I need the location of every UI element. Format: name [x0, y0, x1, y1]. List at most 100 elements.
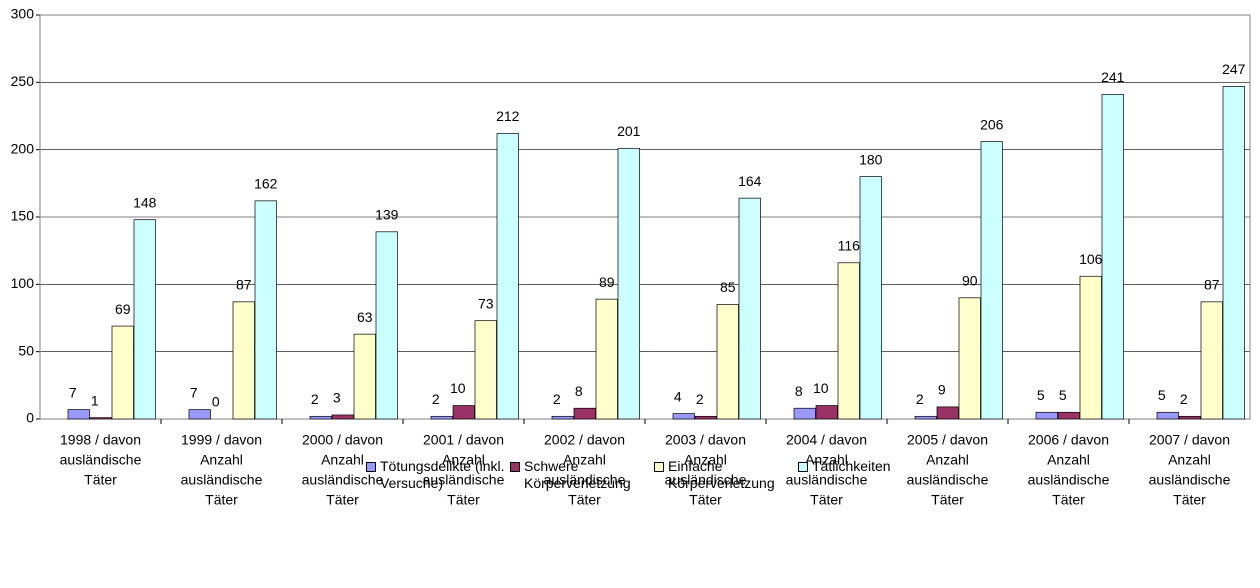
- x-tick-label: Täter: [568, 492, 601, 508]
- x-tick-label: ausländische: [1149, 472, 1231, 488]
- bar: [1156, 411, 1179, 420]
- legend-swatch: [798, 462, 808, 472]
- data-label: 5: [1059, 387, 1067, 403]
- bar: [738, 197, 761, 420]
- data-label: 8: [575, 383, 583, 399]
- x-tick-label: Anzahl: [200, 452, 243, 468]
- y-tick-label: 250: [11, 73, 35, 89]
- bar: [914, 415, 937, 420]
- bar: [617, 147, 640, 420]
- data-label: 4: [674, 388, 682, 404]
- legend-item: Tätlichkeiten: [798, 458, 942, 492]
- data-label: 106: [1079, 251, 1103, 267]
- x-tick-label: 2001 / davon: [423, 432, 504, 448]
- data-label: 2: [916, 391, 924, 407]
- bar: [694, 415, 717, 420]
- legend-item: Einfache Körperverletzung: [654, 458, 798, 492]
- bar: [1035, 411, 1058, 420]
- x-tick-label: 2004 / davon: [786, 432, 867, 448]
- legend-label: Einfache Körperverletzung: [668, 458, 775, 491]
- x-tick-label: 2007 / davon: [1149, 432, 1230, 448]
- x-tick-label: 2002 / davon: [544, 432, 625, 448]
- x-tick-label: 2005 / davon: [907, 432, 988, 448]
- data-label: 148: [133, 194, 157, 210]
- bar: [111, 325, 134, 420]
- x-tick-label: Anzahl: [563, 452, 606, 468]
- bar: [936, 406, 959, 420]
- data-label: 89: [599, 274, 615, 290]
- x-tick-label: Anzahl: [321, 452, 364, 468]
- bar: [496, 133, 519, 420]
- x-tick-label: 2000 / davon: [302, 432, 383, 448]
- x-tick-label: ausländische: [786, 472, 868, 488]
- bar: [67, 409, 90, 420]
- x-tick-label: ausländische: [1028, 472, 1110, 488]
- bar: [1200, 301, 1223, 420]
- data-label: 206: [980, 116, 1004, 132]
- x-tick-label: ausländische: [181, 472, 263, 488]
- legend-swatch: [510, 462, 520, 472]
- legend-item: Schwere Körperverletzung: [510, 458, 654, 492]
- bar: [793, 407, 816, 420]
- data-label: 63: [357, 309, 373, 325]
- y-tick-label: 300: [11, 6, 35, 22]
- legend-label: Tätlichkeiten: [812, 458, 891, 474]
- data-label: 139: [375, 207, 399, 223]
- data-label: 85: [720, 279, 736, 295]
- bar: [980, 141, 1003, 420]
- data-label: 10: [450, 380, 466, 396]
- data-label: 241: [1101, 69, 1125, 85]
- bar: [1057, 411, 1080, 420]
- x-tick-label: Täter: [205, 492, 238, 508]
- data-label: 2: [696, 391, 704, 407]
- data-label: 116: [838, 237, 861, 253]
- bar: [331, 414, 354, 420]
- bar: [1101, 94, 1124, 420]
- x-tick-label: Täter: [447, 492, 480, 508]
- bar: [573, 407, 596, 420]
- bar: [595, 298, 618, 420]
- data-label: 87: [1204, 277, 1220, 293]
- bar: [815, 405, 838, 420]
- bar: [859, 176, 882, 420]
- data-label: 90: [962, 273, 978, 289]
- data-label: 180: [859, 151, 883, 167]
- y-tick-label: 200: [11, 140, 35, 156]
- x-tick-label: Täter: [84, 472, 117, 488]
- bar: [958, 297, 981, 420]
- data-label: 2: [553, 391, 561, 407]
- bar: [551, 415, 574, 420]
- x-tick-label: Anzahl: [926, 452, 969, 468]
- bar: [309, 415, 332, 420]
- bar: [133, 219, 156, 420]
- x-tick-label: Anzahl: [805, 452, 848, 468]
- bar: [375, 231, 398, 420]
- data-label: 8: [795, 383, 803, 399]
- bar: [232, 301, 255, 420]
- data-label: 0: [212, 394, 220, 410]
- x-tick-label: 1998 / davon: [60, 432, 141, 448]
- legend-item: Tötungsdelikte (inkl. Versuche): [366, 458, 510, 492]
- bar: [837, 262, 860, 420]
- x-tick-label: ausländische: [60, 452, 142, 468]
- bar: [1222, 86, 1245, 420]
- x-tick-label: Anzahl: [684, 452, 727, 468]
- data-label: 7: [69, 384, 77, 400]
- x-tick-label: Täter: [326, 492, 359, 508]
- data-label: 5: [1158, 387, 1166, 403]
- bar: [188, 409, 211, 420]
- legend-label: Schwere Körperverletzung: [524, 458, 631, 491]
- data-label: 5: [1037, 387, 1045, 403]
- x-tick-label: 1999 / davon: [181, 432, 262, 448]
- bar: [716, 304, 739, 420]
- y-tick-label: 100: [11, 275, 35, 291]
- data-label: 73: [478, 295, 494, 311]
- data-label: 3: [333, 390, 341, 406]
- data-label: 2: [1180, 391, 1188, 407]
- x-tick-label: ausländische: [302, 472, 384, 488]
- data-label: 10: [813, 380, 829, 396]
- bar: [1079, 275, 1102, 420]
- x-tick-label: Täter: [810, 492, 843, 508]
- y-tick-label: 0: [26, 410, 34, 426]
